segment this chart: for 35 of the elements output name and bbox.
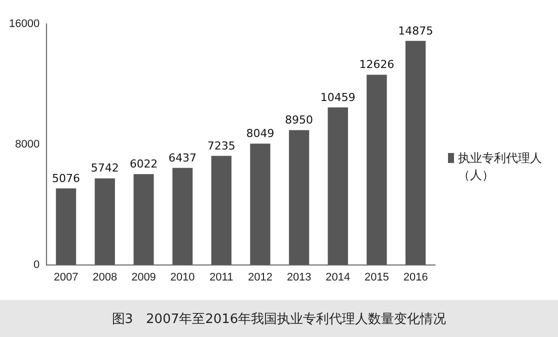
x-tick-label: 2012: [248, 271, 272, 284]
data-label: 8049: [246, 127, 274, 140]
data-label: 7235: [207, 139, 236, 152]
data-label: 10459: [320, 90, 356, 104]
bar: [250, 144, 270, 265]
y-tick-label: 0: [33, 258, 40, 271]
data-label: 8950: [285, 113, 314, 126]
x-tick-label: 2013: [286, 271, 312, 284]
caption: 图3 2007年至2016年我国执业专利代理人数量变化情况: [112, 310, 446, 328]
y-tick-label: 8000: [15, 138, 40, 150]
bar: [366, 74, 387, 265]
data-label: 5076: [52, 172, 80, 185]
data-label: 12626: [359, 58, 394, 72]
x-tick-label: 2009: [131, 271, 156, 284]
data-label: 14875: [398, 24, 434, 38]
x-tick-label: 2011: [210, 271, 234, 284]
bar: [405, 40, 426, 265]
x-tick-label: 2010: [170, 271, 195, 284]
legend-label: 执业专利代理人（人）: [458, 150, 543, 184]
bar: [328, 107, 348, 265]
bar: [211, 156, 232, 265]
x-tick-label: 2016: [403, 271, 428, 284]
x-tick-label: 2008: [92, 271, 118, 284]
bar: [172, 168, 193, 265]
bar: [94, 178, 115, 265]
data-label: 6022: [130, 158, 158, 171]
data-label: 5742: [90, 162, 119, 175]
bar: [134, 174, 154, 265]
x-tick-label: 2007: [54, 271, 78, 284]
x-tick-label: 2015: [364, 271, 389, 284]
bar: [56, 188, 76, 265]
y-tick-label: 16000: [8, 18, 40, 30]
x-tick-label: 2014: [326, 271, 350, 284]
bar: [288, 130, 310, 265]
data-label: 6437: [168, 151, 197, 164]
